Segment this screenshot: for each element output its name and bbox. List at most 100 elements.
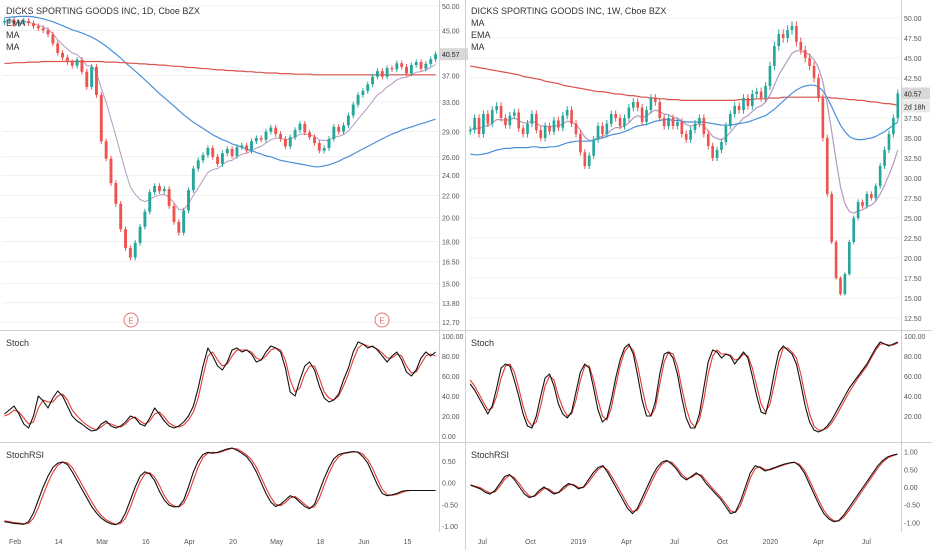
left-candle-body-16[interactable] — [80, 59, 84, 72]
left-candle-body-6[interactable] — [32, 23, 35, 27]
left-candle-body-37[interactable] — [182, 210, 186, 233]
left-candle-body-59[interactable] — [288, 137, 292, 147]
left-candle-body-60[interactable] — [293, 130, 297, 138]
right-candle-body-10[interactable] — [512, 112, 516, 116]
left-candle-body-10[interactable] — [51, 34, 55, 44]
right-candle-body-77[interactable] — [808, 58, 811, 66]
right-candle-body-20[interactable] — [557, 120, 560, 128]
right-candle-body-8[interactable] — [504, 118, 507, 126]
left-candle-body-74[interactable] — [361, 90, 365, 95]
right-candle-body-31[interactable] — [605, 123, 609, 134]
left-candle-body-71[interactable] — [346, 115, 350, 126]
right-candle-body-15[interactable] — [535, 114, 538, 130]
left-candle-body-77[interactable] — [375, 71, 379, 77]
right-candle-body-63[interactable] — [746, 98, 750, 106]
left-candle-body-58[interactable] — [283, 138, 287, 147]
right-candle-body-45[interactable] — [667, 118, 670, 126]
right-candle-body-16[interactable] — [539, 130, 543, 138]
right-candle-body-56[interactable] — [715, 150, 719, 158]
right-candle-body-36[interactable] — [627, 107, 631, 118]
left-candle-body-67[interactable] — [327, 138, 331, 149]
left-candle-body-2[interactable] — [12, 20, 16, 25]
right-candle-body-41[interactable] — [649, 98, 653, 110]
right-candle-body-71[interactable] — [781, 34, 785, 38]
left-candle-body-17[interactable] — [85, 71, 89, 87]
right-legend-ema[interactable]: EMA — [471, 30, 491, 40]
left-candle-body-51[interactable] — [250, 141, 253, 151]
left-candle-body-68[interactable] — [332, 126, 336, 139]
left-candle-body-72[interactable] — [351, 104, 355, 116]
right-candle-body-87[interactable] — [852, 218, 856, 242]
earnings-marker-2[interactable]: E — [374, 312, 390, 328]
left-candle-body-35[interactable] — [172, 206, 176, 222]
left-candle-body-47[interactable] — [230, 148, 234, 156]
right-candle-body-69[interactable] — [773, 46, 776, 66]
right-candle-body-79[interactable] — [817, 78, 820, 98]
right-candle-body-22[interactable] — [565, 110, 569, 116]
right-candle-body-27[interactable] — [587, 155, 591, 166]
right-candle-body-46[interactable] — [671, 118, 675, 126]
right-candle-body-92[interactable] — [874, 186, 878, 198]
right-candle-body-85[interactable] — [843, 274, 847, 294]
left-candle-body-42[interactable] — [206, 148, 210, 156]
left-legend-ema[interactable]: EMA — [6, 18, 26, 28]
left-candle-body-63[interactable] — [308, 132, 312, 138]
right-candle-body-61[interactable] — [737, 106, 741, 110]
left-candle-body-56[interactable] — [274, 127, 278, 135]
right-candle-body-25[interactable] — [579, 134, 582, 153]
right-candle-body-38[interactable] — [636, 102, 640, 108]
right-candle-body-11[interactable] — [517, 112, 521, 129]
right-candle-body-83[interactable] — [834, 242, 838, 278]
left-candle-body-7[interactable] — [36, 26, 40, 29]
right-candle-body-50[interactable] — [689, 130, 692, 140]
left-candle-body-55[interactable] — [269, 127, 273, 132]
right-candle-body-65[interactable] — [755, 91, 759, 94]
earnings-marker-1[interactable]: E — [123, 312, 139, 328]
right-candle-body-34[interactable] — [618, 118, 622, 126]
left-candle-body-43[interactable] — [211, 148, 215, 157]
right-candle-body-29[interactable] — [596, 126, 600, 140]
right-candle-body-74[interactable] — [795, 26, 798, 42]
right-candle-body-12[interactable] — [521, 128, 525, 134]
left-candle-body-3[interactable] — [17, 22, 21, 25]
right-candle-body-82[interactable] — [830, 194, 833, 242]
left-candle-body-65[interactable] — [317, 143, 321, 151]
right-candle-body-81[interactable] — [825, 138, 829, 194]
right-candle-body-67[interactable] — [764, 86, 767, 98]
right-candle-body-21[interactable] — [561, 115, 565, 128]
right-candle-body-96[interactable] — [892, 118, 895, 134]
left-candle-body-1[interactable] — [7, 20, 11, 22]
left-candle-body-83[interactable] — [405, 66, 408, 74]
right-candle-body-19[interactable] — [552, 120, 556, 132]
left-candle-body-48[interactable] — [235, 147, 239, 156]
left-candle-body-21[interactable] — [104, 141, 108, 159]
left-candle-body-26[interactable] — [128, 248, 132, 258]
right-candle-body-3[interactable] — [482, 114, 485, 134]
left-candle-body-64[interactable] — [313, 137, 316, 144]
right-candle-body-0[interactable] — [468, 130, 472, 132]
left-candle-body-54[interactable] — [264, 131, 268, 140]
right-candle-body-62[interactable] — [742, 98, 745, 110]
right-candle-body-58[interactable] — [724, 126, 728, 142]
left-candle-body-69[interactable] — [337, 126, 341, 132]
right-last-price-tag[interactable] — [902, 87, 930, 100]
right-candle-body-88[interactable] — [856, 202, 860, 218]
right-candle-body-70[interactable] — [777, 34, 781, 46]
left-candle-body-38[interactable] — [187, 190, 190, 211]
right-candle-body-17[interactable] — [543, 126, 547, 138]
right-legend-ma-2[interactable]: MA — [471, 42, 485, 52]
left-candle-body-39[interactable] — [191, 168, 195, 191]
right-candle-body-94[interactable] — [883, 150, 886, 166]
right-candle-body-68[interactable] — [768, 66, 772, 86]
right-candle-body-35[interactable] — [623, 118, 626, 126]
left-candle-body-73[interactable] — [356, 94, 360, 105]
right-candle-body-57[interactable] — [720, 142, 723, 150]
right-candle-body-52[interactable] — [698, 118, 701, 124]
right-candle-body-73[interactable] — [790, 26, 794, 30]
left-candle-body-61[interactable] — [298, 123, 302, 131]
right-candle-body-28[interactable] — [592, 139, 595, 156]
left-candle-body-80[interactable] — [390, 68, 394, 70]
right-candle-body-42[interactable] — [654, 98, 657, 102]
right-candle-body-91[interactable] — [870, 194, 873, 198]
left-candle-body-52[interactable] — [254, 138, 258, 142]
